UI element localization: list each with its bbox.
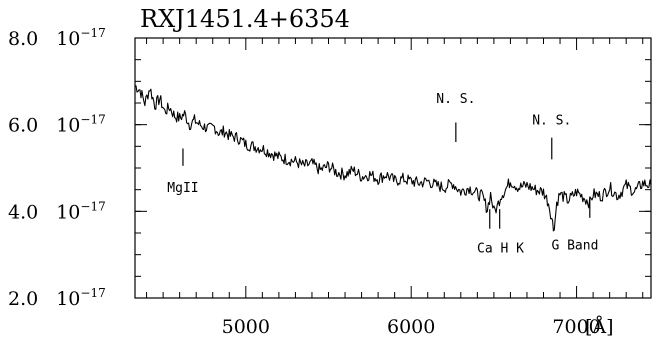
y-tick-mantissa: 2.0 <box>8 288 38 310</box>
y-tick-mantissa: 6.0 <box>8 115 38 137</box>
y-tick-base: 10 <box>56 28 80 50</box>
annotation-label: G Band <box>551 238 598 253</box>
y-axis: 2.0 10−174.0 10−176.0 10−178.0 10−17 <box>8 26 651 310</box>
y-tick-label: 4.0 10−17 <box>8 199 106 223</box>
spectral-line-annotations: MgII N. S. N. S. Ca H K G Band <box>167 92 598 257</box>
plot-border <box>134 37 652 299</box>
y-tick-exponent: −17 <box>80 113 105 127</box>
y-tick-exponent: −17 <box>80 199 105 213</box>
y-tick-base: 10 <box>56 201 80 223</box>
y-tick-mantissa: 4.0 <box>8 201 38 223</box>
annotation-label: Ca H K <box>477 242 524 257</box>
y-tick-base: 10 <box>56 288 80 310</box>
x-axis: 5000 6000 7000 <box>146 38 644 338</box>
annotation-label: MgII <box>167 181 198 196</box>
y-tick-exponent: −17 <box>80 286 105 300</box>
x-tick-label: 6000 <box>387 316 435 338</box>
x-tick-label: 5000 <box>222 316 270 338</box>
series-group <box>135 85 652 232</box>
y-tick-base: 10 <box>56 115 80 137</box>
annotation-label: N. S. <box>436 92 475 107</box>
plot-frame <box>134 37 652 299</box>
chart-title: RXJ1451.4+6354 <box>140 5 350 33</box>
y-tick-exponent: −17 <box>80 26 105 40</box>
y-tick-label: 8.0 10−17 <box>8 26 106 50</box>
x-unit-label: [Å] <box>585 316 614 338</box>
y-tick-label: 2.0 10−17 <box>8 286 106 310</box>
y-tick-mantissa: 8.0 <box>8 28 38 50</box>
annotation-label: N. S. <box>532 114 571 129</box>
spectrum-line <box>135 85 652 232</box>
y-tick-label: 6.0 10−17 <box>8 113 106 137</box>
x-tick-label: 7000 <box>552 316 600 338</box>
